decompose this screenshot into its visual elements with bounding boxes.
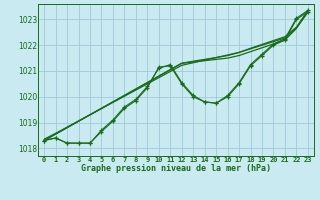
X-axis label: Graphe pression niveau de la mer (hPa): Graphe pression niveau de la mer (hPa) — [81, 164, 271, 173]
